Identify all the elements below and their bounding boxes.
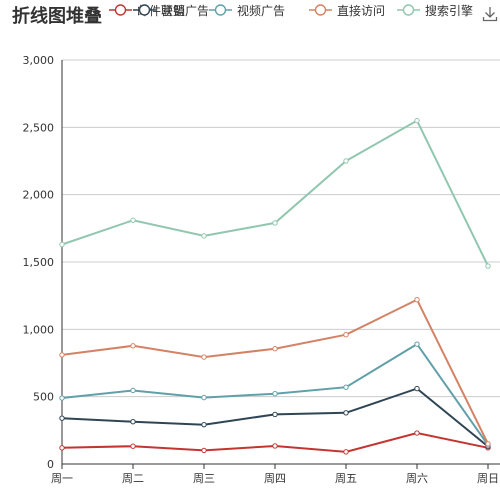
data-point-0-4 [343,449,349,455]
legend-label-2: 视频广告 [237,3,286,18]
data-point-4-1 [130,217,136,223]
x-tick-label-0: 周一 [51,472,73,485]
series-line-1 [61,387,489,448]
y-tick-label-0: 0 [47,458,54,471]
data-point-4-3 [272,220,278,226]
y-tick-label-3: 1,500 [23,256,55,269]
y-tick-label-1: 500 [33,391,54,404]
series-line-4 [61,119,489,267]
data-point-4-5 [414,117,420,124]
series-line-0 [61,431,489,453]
data-point-1-3 [272,411,278,418]
x-tick-label-2: 周三 [193,472,215,485]
legend-swatch-marker-4 [402,4,415,16]
x-tick-label-3: 周四 [264,472,286,485]
data-point-1-1 [130,419,136,425]
download-button[interactable] [482,6,498,22]
data-point-1-0 [59,415,65,421]
legend-swatch-2 [209,4,232,16]
legend-item-3[interactable]: 直接访问 [308,2,385,18]
data-point-0-0 [59,445,65,451]
y-tick-label-5: 2,500 [23,121,55,134]
legend-item-1[interactable]: 联盟广告 [132,2,209,18]
data-point-4-2 [201,233,207,239]
legend-swatch-marker-2 [214,4,227,16]
x-tick-label-5: 周六 [406,472,428,485]
data-point-0-1 [130,443,136,449]
data-point-0-5 [414,430,420,436]
data-point-2-0 [59,395,65,401]
legend-swatch-0 [109,4,132,16]
data-point-2-4 [343,384,349,390]
data-point-3-2 [201,354,207,360]
data-point-4-4 [343,158,349,164]
data-point-3-4 [343,332,349,338]
data-point-2-5 [414,341,420,347]
x-tick-label-6: 周日 [477,472,499,485]
x-tick-label-1: 周二 [122,472,144,485]
data-point-1-5 [414,385,420,392]
x-tick-label-4: 周五 [335,472,357,485]
data-point-1-4 [343,410,349,416]
data-point-3-5 [414,297,420,303]
data-point-2-3 [272,391,278,397]
data-point-0-3 [272,443,278,449]
data-point-4-0 [59,241,65,248]
data-point-2-2 [201,394,207,401]
download-icon [482,7,498,22]
legend-swatch-1 [133,4,156,16]
legend-label-4: 搜索引擎 [425,3,474,18]
data-point-0-2 [201,447,207,454]
legend-item-2[interactable]: 视频广告 [208,2,285,18]
data-point-3-6 [485,441,491,447]
data-point-4-6 [485,263,491,269]
data-point-2-1 [130,387,136,394]
legend-label-3: 直接访问 [337,3,386,18]
data-point-1-2 [201,421,207,428]
chart-title: 折线图堆叠 [12,6,102,27]
legend-swatch-marker-0 [114,4,127,16]
legend-swatch-3 [309,4,332,16]
data-point-3-3 [272,346,278,352]
legend-swatch-marker-1 [138,4,151,16]
data-point-3-1 [130,343,136,349]
y-tick-label-6: 3,000 [23,54,55,67]
legend-label-1: 联盟广告 [161,3,210,18]
y-tick-label-4: 2,000 [23,189,55,202]
legend-swatch-4 [397,4,420,16]
legend-item-4[interactable]: 搜索引擎 [396,2,473,18]
data-point-3-0 [59,352,65,358]
y-tick-label-2: 1,000 [23,323,55,336]
legend-swatch-marker-3 [314,4,327,16]
